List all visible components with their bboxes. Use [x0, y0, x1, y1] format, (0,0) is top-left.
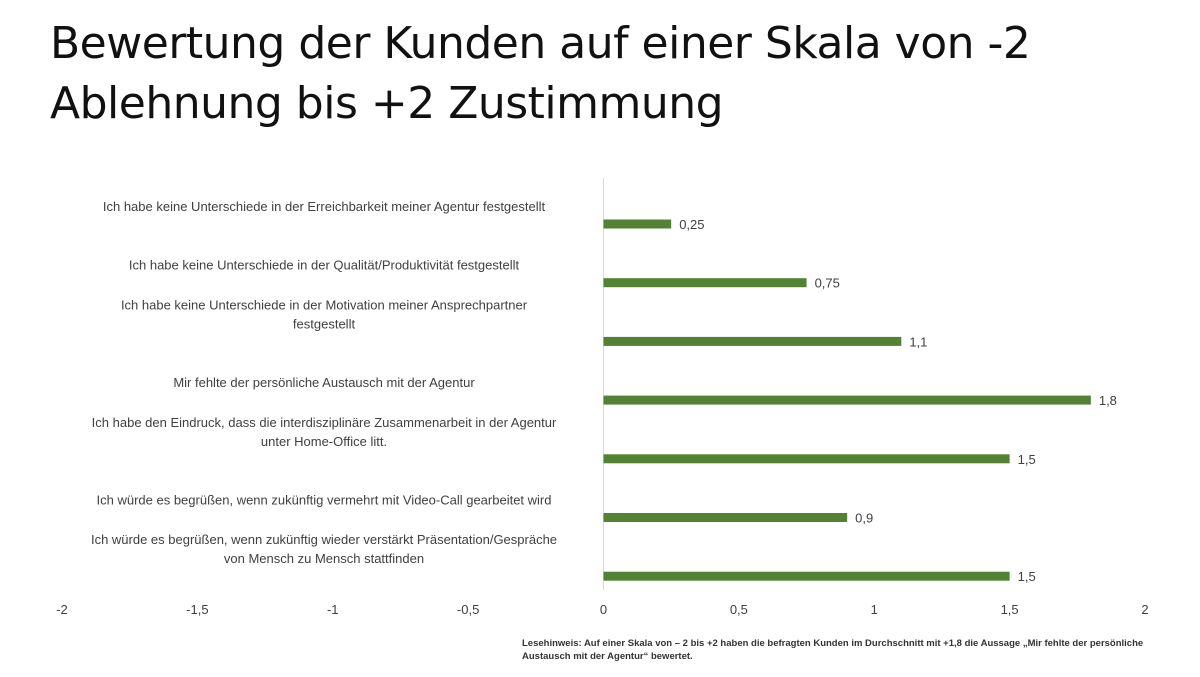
x-tick-label: 2 — [1141, 602, 1148, 617]
data-label: 0,9 — [855, 511, 873, 526]
category-label: Ich habe keine Unterschiede in der Quali… — [129, 258, 520, 273]
bar — [603, 454, 1010, 464]
data-label: 1,1 — [909, 334, 927, 349]
data-label: 0,25 — [679, 217, 704, 232]
category-label: Ich habe keine Unterschiede in der Errei… — [103, 199, 546, 214]
bar — [603, 571, 1010, 581]
category-label: Ich habe den Eindruck, dass die interdis… — [92, 415, 557, 430]
reading-note: Lesehinweis: Auf einer Skala von – 2 bis… — [522, 638, 1144, 662]
category-label: Mir fehlte der persönliche Austausch mit… — [173, 375, 475, 390]
bar — [603, 278, 807, 288]
bar — [603, 336, 902, 346]
data-label: 1,5 — [1018, 569, 1036, 584]
bar — [603, 219, 672, 229]
x-tick-label: -0,5 — [457, 602, 479, 617]
data-label: 1,8 — [1099, 393, 1117, 408]
category-label: festgestellt — [293, 316, 356, 331]
bar — [603, 395, 1091, 405]
bar — [603, 513, 848, 522]
x-tick-label: -2 — [56, 602, 68, 617]
category-label: Ich habe keine Unterschiede in der Motiv… — [121, 297, 528, 312]
x-tick-label: -1 — [327, 602, 339, 617]
category-label: Ich würde es begrüßen, wenn zukünftig wi… — [91, 532, 557, 547]
x-tick-label: 0 — [600, 602, 607, 617]
data-label: 1,5 — [1018, 452, 1036, 467]
category-label: unter Home-Office litt. — [261, 434, 387, 449]
x-tick-label: -1,5 — [186, 602, 208, 617]
x-tick-label: 0,5 — [730, 602, 748, 617]
data-label: 0,75 — [815, 276, 840, 291]
chart-title: Bewertung der Kunden auf einer Skala von… — [50, 14, 1170, 134]
x-tick-label: 1,5 — [1001, 602, 1019, 617]
x-tick-label: 1 — [871, 602, 878, 617]
title-line-1: Bewertung der Kunden auf einer Skala von… — [50, 18, 1031, 69]
title-line-2: Ablehnung bis +2 Zustimmung — [50, 78, 724, 129]
category-label: von Mensch zu Mensch stattfinden — [224, 551, 424, 566]
category-label: Ich würde es begrüßen, wenn zukünftig ve… — [97, 493, 552, 508]
